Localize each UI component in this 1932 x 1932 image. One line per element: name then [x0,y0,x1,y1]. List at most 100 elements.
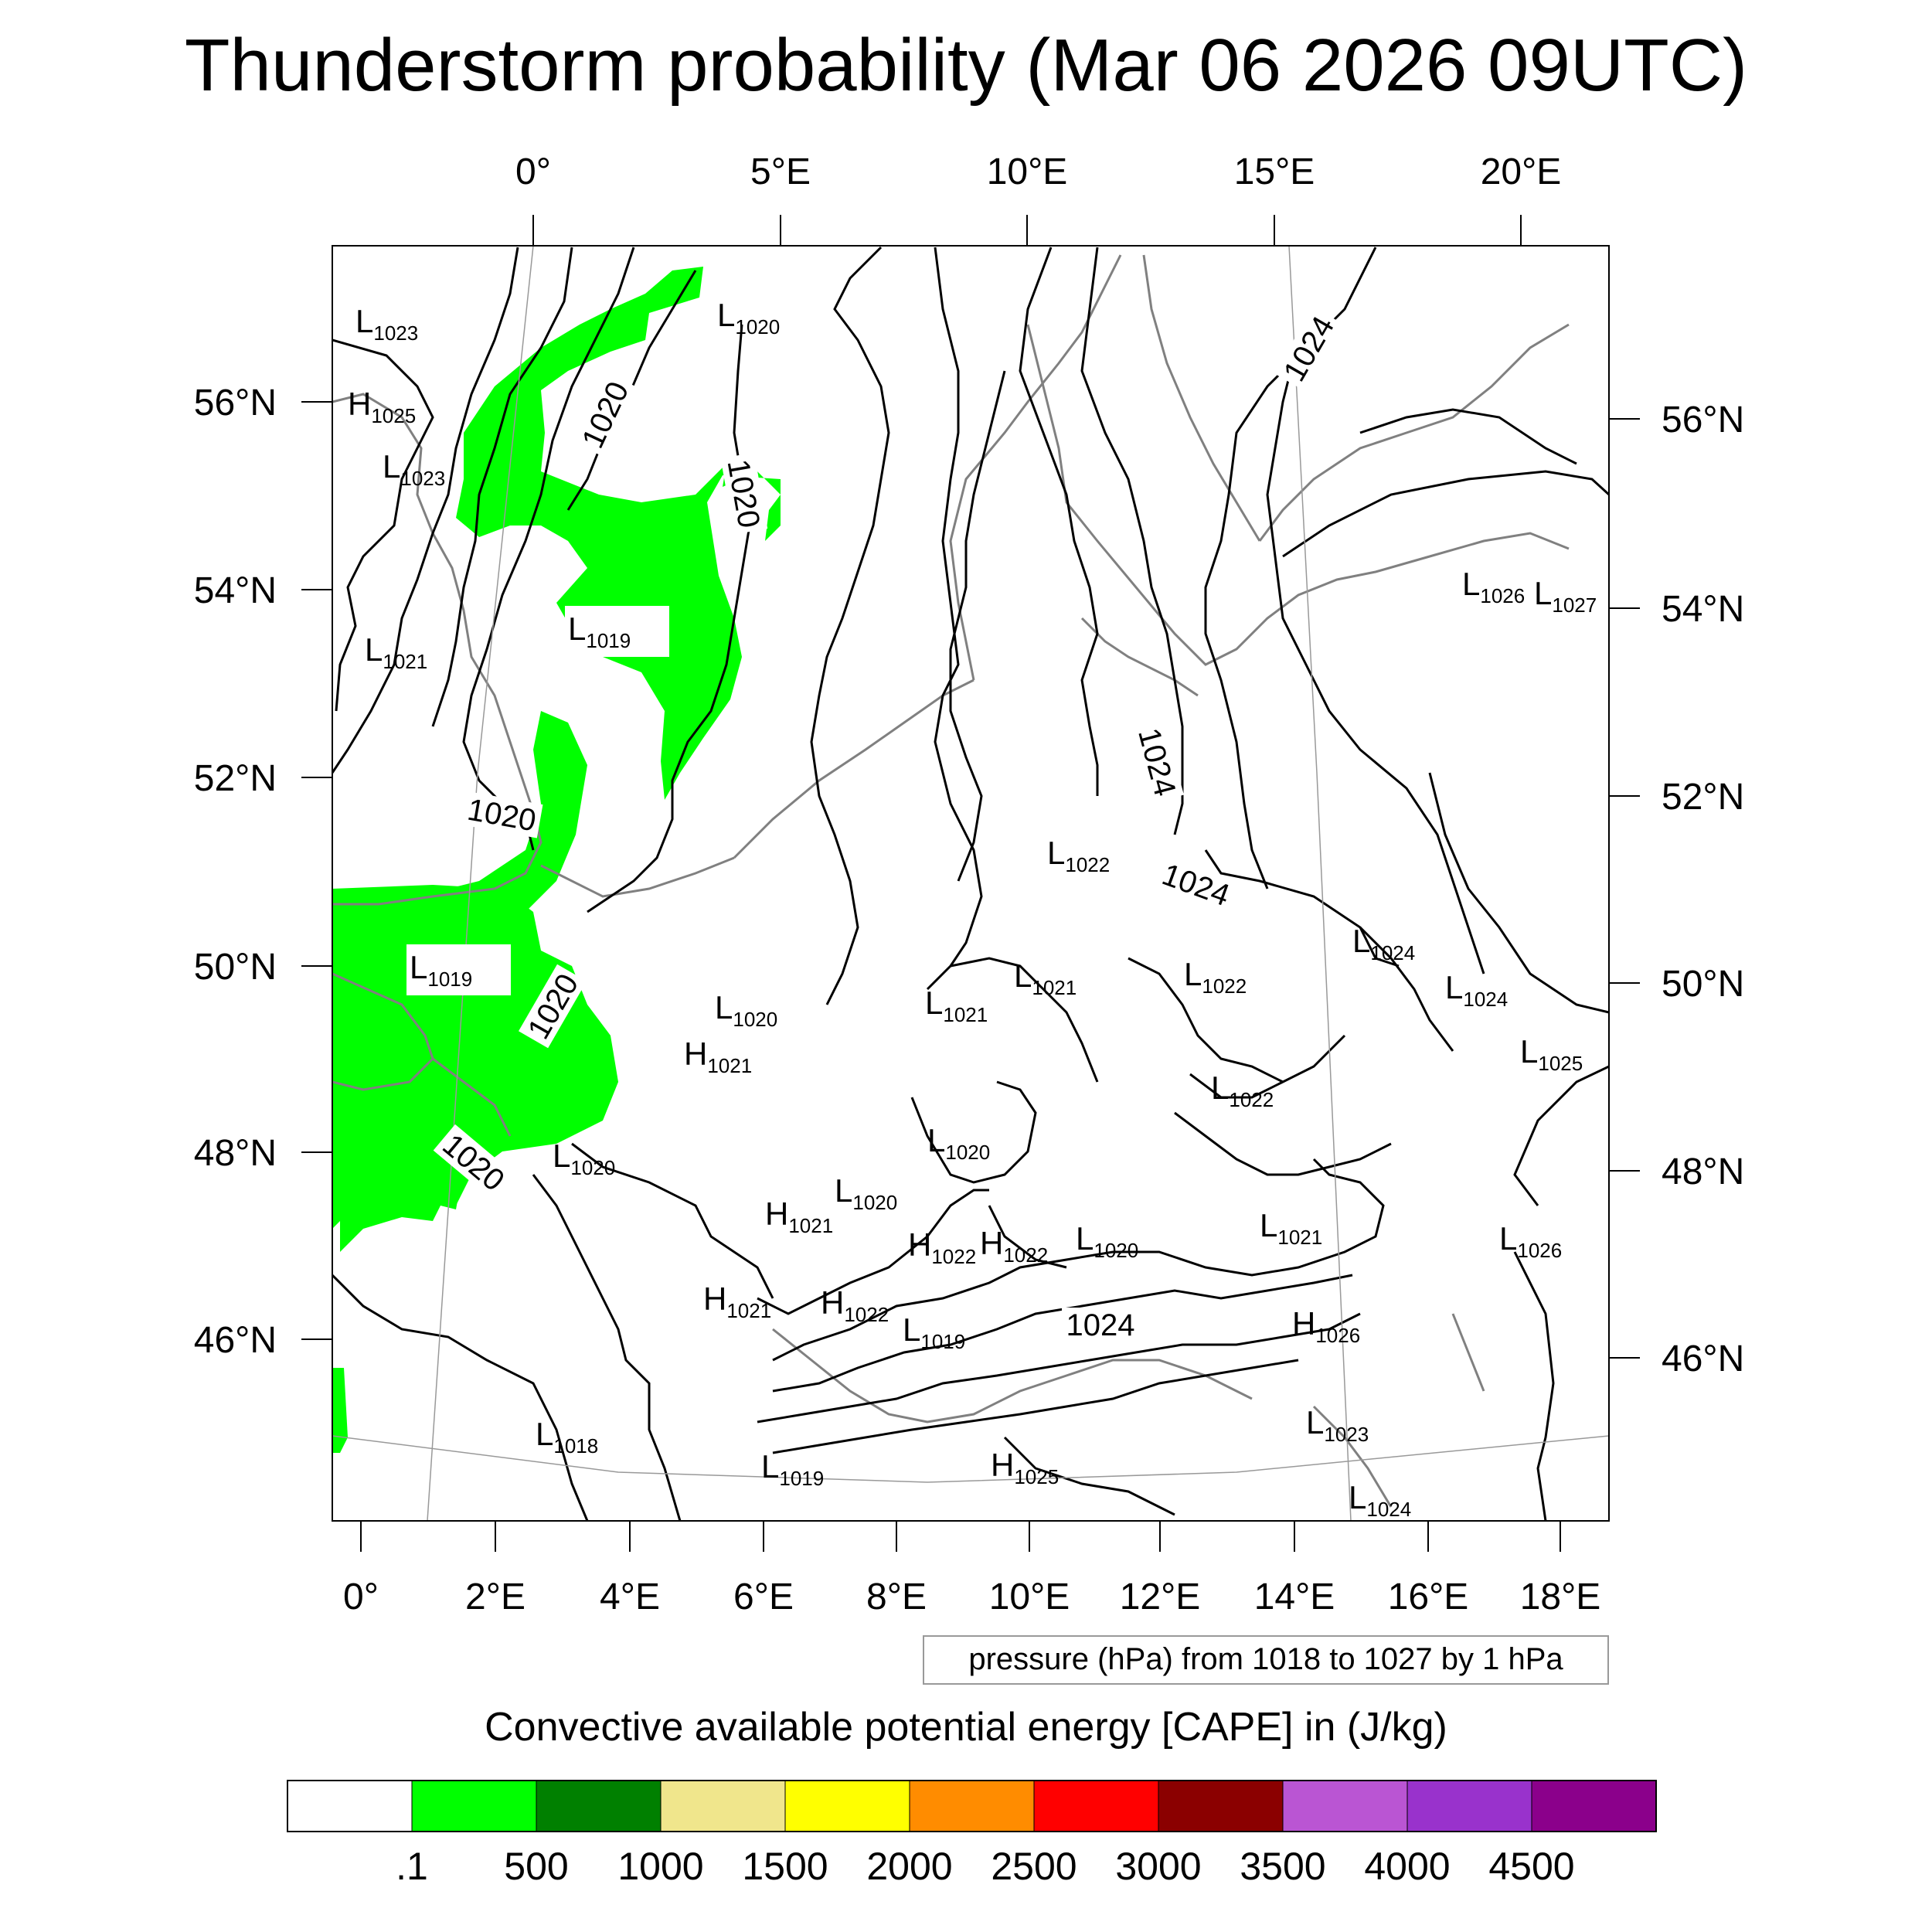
svg-text:L1022: L1022 [1047,835,1110,876]
bottom-lon-labels: 0° 2°E 4°E 6°E 8°E 10°E 12°E 14°E 16°E 1… [343,1577,1600,1617]
pressure-center: L1024 [1445,969,1508,1011]
contour-info-text: pressure (hPa) from 1018 to 1027 by 1 hP… [968,1642,1563,1676]
map-frame [332,245,1610,1522]
pressure-center: L1023 [1306,1404,1369,1446]
contour-info-box: pressure (hPa) from 1018 to 1027 by 1 hP… [923,1635,1609,1685]
isobar-label: 1020 [465,793,539,838]
bottom-lon-label: 2°E [465,1577,526,1617]
svg-text:H1021: H1021 [765,1196,833,1237]
pressure-center: L1021 [1260,1207,1322,1249]
svg-text:L1021: L1021 [1014,957,1077,999]
cape-colorbar-title: Convective available potential energy [C… [485,1705,1447,1750]
pressure-center: H1022 [821,1284,889,1326]
left-lat-label: 48°N [194,1133,277,1174]
svg-text:L1027: L1027 [1534,575,1597,617]
svg-text:L1019: L1019 [568,611,631,652]
pressure-center: L1021 [1014,957,1077,999]
colorbar-swatch [784,1780,910,1832]
colorbar-tick-label: 1000 [617,1845,703,1888]
svg-text:L1019: L1019 [410,949,472,991]
colorbar-swatch [660,1780,786,1832]
isobar-label: 1024 [1131,725,1182,800]
svg-text:L1024: L1024 [1352,923,1415,964]
colorbar-tick-label: 3000 [1115,1845,1201,1888]
bottom-ticks [360,1521,1561,1552]
pressure-center: L1023 [383,448,445,490]
colorbar-tick-label: 500 [504,1845,568,1888]
svg-text:L1025: L1025 [1520,1033,1583,1075]
pressure-center: L1019 [903,1311,965,1353]
isobar-label: 1020 [721,457,767,530]
map-title: Thunderstorm probability (Mar 06 2026 09… [184,24,1748,107]
svg-text:H1022: H1022 [821,1284,889,1326]
pressure-center: H1025 [991,1447,1059,1488]
cape-colorbar [287,1780,1657,1832]
svg-text:L1023: L1023 [1306,1404,1369,1446]
svg-text:L1023: L1023 [355,303,418,345]
colorbar-swatch [1406,1780,1532,1832]
pressure-center: L1024 [1349,1479,1411,1521]
pressure-center: H1025 [348,386,416,427]
colorbar-tick-label: 4000 [1364,1845,1450,1888]
svg-text:L1020: L1020 [715,989,777,1031]
pressure-center: H1022 [980,1225,1048,1267]
pressure-center: L1026 [1499,1220,1562,1262]
colorbar-tick-label: 3500 [1240,1845,1325,1888]
pressure-center: L1023 [355,303,418,345]
pressure-center: L1019 [761,1448,824,1490]
isobars [332,246,1609,1521]
cape-area-south-edge [332,1368,348,1453]
svg-text:L1021: L1021 [1260,1207,1322,1249]
pressure-center: H1021 [765,1196,833,1237]
pressure-center: H1021 [684,1036,752,1077]
pressure-center: L1026 [1462,566,1525,607]
svg-text:H1026: H1026 [1292,1305,1360,1347]
pressure-center: L1022 [1047,835,1110,876]
colorbar-tick-label: 1500 [742,1845,828,1888]
top-lon-label: 5°E [750,151,811,192]
svg-text:H1025: H1025 [348,386,416,427]
svg-text:L1024: L1024 [1349,1479,1411,1521]
right-lat-label: 54°N [1662,589,1744,630]
svg-text:L1022: L1022 [1211,1070,1274,1111]
pressure-center: L1020 [927,1122,990,1164]
colorbar-swatch [1033,1780,1159,1832]
pressure-center: L1020 [1076,1220,1138,1262]
bottom-lon-label: 4°E [600,1577,660,1617]
bottom-lon-label: 10°E [989,1577,1070,1617]
svg-text:L1020: L1020 [927,1122,990,1164]
colorbar-swatch [1158,1780,1284,1832]
left-lat-label: 54°N [194,570,277,611]
svg-text:L1024: L1024 [1445,969,1508,1011]
pressure-center: H1022 [908,1226,976,1268]
svg-text:L1019: L1019 [903,1311,965,1353]
colorbar-swatch [1282,1780,1408,1832]
pressure-centers: L1023 H1025 L1023 L1021 L1020 L1019 L101… [348,297,1597,1521]
colorbar-swatch [287,1780,413,1832]
pressure-center: L1020 [553,1138,615,1179]
isobar-label: 1020 [576,376,635,453]
colorbar-frame [287,1780,1657,1832]
top-lon-labels: 0° 5°E 10°E 15°E 20°E [515,151,1561,192]
isobar-label: 1024 [1158,858,1234,913]
pressure-center: L1019 [565,606,669,657]
left-lat-label: 50°N [194,947,277,988]
left-lat-label: 46°N [194,1320,277,1361]
pressure-center: L1021 [365,631,427,673]
right-lat-label: 50°N [1662,964,1744,1005]
right-lat-label: 52°N [1662,777,1744,818]
svg-text:L1023: L1023 [383,448,445,490]
svg-text:H1022: H1022 [980,1225,1048,1267]
left-lat-label: 52°N [194,758,277,799]
top-lon-label: 20°E [1481,151,1562,192]
svg-text:H1021: H1021 [684,1036,752,1077]
top-lon-label: 10°E [987,151,1068,192]
bottom-lon-label: 18°E [1520,1577,1601,1617]
svg-text:H1021: H1021 [703,1281,771,1322]
coastlines [332,254,1570,1508]
colorbar-tick-label: 4500 [1488,1845,1574,1888]
right-lat-label: 48°N [1662,1151,1744,1192]
bottom-lon-label: 12°E [1120,1577,1201,1617]
right-lat-labels: 56°N 54°N 52°N 50°N 48°N 46°N [1662,400,1744,1379]
